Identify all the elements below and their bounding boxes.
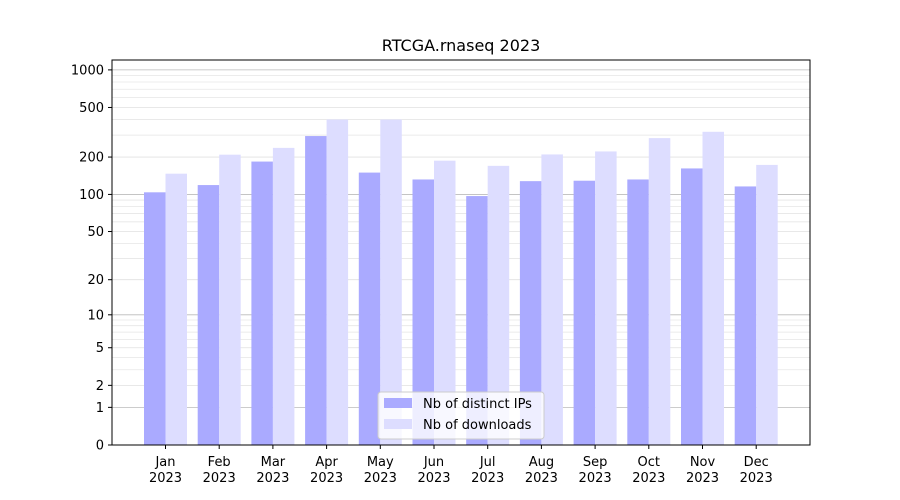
bar-downloads (595, 151, 617, 445)
legend-label-ips: Nb of distinct IPs (423, 397, 532, 412)
x-tick-label-year: 2023 (149, 471, 182, 486)
bars (144, 119, 778, 446)
bar-downloads (756, 164, 778, 446)
x-tick-label-month: Feb (208, 455, 231, 470)
bar-downloads (380, 119, 402, 446)
x-tick-label-year: 2023 (256, 471, 289, 486)
y-tick-label: 200 (79, 151, 104, 166)
bar-distinct-ips (519, 181, 542, 445)
bar-distinct-ips (197, 185, 220, 445)
x-tick-label-year: 2023 (740, 471, 773, 486)
x-tick-label-month: Dec (744, 455, 769, 470)
legend-swatch-downloads (384, 419, 412, 429)
bar-distinct-ips (466, 196, 488, 445)
x-tick-label-year: 2023 (417, 471, 450, 486)
legend: Nb of distinct IPs Nb of downloads (377, 391, 545, 440)
x-tick-label-year: 2023 (310, 471, 343, 486)
x-tick-label-month: Jan (154, 455, 175, 470)
bar-downloads (487, 165, 510, 446)
x-tick-label-year: 2023 (471, 471, 504, 486)
bar-downloads (326, 119, 349, 446)
bar-distinct-ips (573, 180, 596, 445)
x-tick-label-month: Aug (529, 455, 554, 470)
x-tick-label-month: Oct (638, 455, 660, 470)
legend-swatch-ips (384, 398, 412, 408)
bar-distinct-ips (358, 172, 381, 445)
y-tick-label: 2 (96, 379, 104, 394)
bar-distinct-ips (412, 179, 434, 446)
bar-downloads (434, 160, 456, 445)
y-tick-label: 20 (87, 273, 104, 288)
chart-title: RTCGA.rnaseq 2023 (382, 36, 541, 55)
x-tick-label-month: Jul (479, 455, 496, 470)
bar-distinct-ips (144, 192, 166, 445)
y-tick-label: 1000 (71, 63, 104, 78)
x-tick-label-month: Mar (261, 455, 286, 470)
y-tick-label: 50 (87, 225, 104, 240)
x-tick-label-month: Nov (690, 455, 716, 470)
x-tick-label-month: Apr (315, 455, 338, 470)
legend-box (377, 391, 545, 440)
x-tick-label-year: 2023 (364, 471, 397, 486)
bar-distinct-ips (627, 179, 649, 446)
x-tick-label-year: 2023 (579, 471, 612, 486)
y-tick-label: 1 (96, 401, 104, 416)
y-tick-label: 10 (87, 308, 104, 323)
x-tick-label-month: Jun (423, 455, 444, 470)
y-tick-label: 100 (79, 188, 104, 203)
plot-frame (111, 59, 811, 446)
bar-distinct-ips (681, 168, 703, 445)
x-tick-label-year: 2023 (686, 471, 719, 486)
bar-downloads (648, 138, 671, 445)
bar-distinct-ips (305, 136, 327, 445)
x-tick-label-year: 2023 (632, 471, 665, 486)
bar-downloads (165, 173, 187, 445)
x-tick-label-year: 2023 (203, 471, 236, 486)
y-tick-label: 0 (96, 439, 104, 454)
x-tick-label-month: May (367, 455, 394, 470)
bar-downloads (702, 131, 724, 445)
bar-downloads (219, 154, 241, 445)
bar-downloads (272, 147, 295, 445)
bar-distinct-ips (734, 186, 757, 445)
x-tick-label-month: Sep (583, 455, 608, 470)
y-tick-label: 5 (96, 341, 104, 356)
x-tick-label-year: 2023 (525, 471, 558, 486)
axis-ticks: 01251020501002005001000Jan2023Feb2023Mar… (71, 63, 773, 486)
legend-label-downloads: Nb of downloads (423, 418, 532, 433)
bar-distinct-ips (251, 161, 273, 446)
bar-downloads (541, 154, 563, 446)
y-tick-label: 500 (79, 101, 104, 116)
